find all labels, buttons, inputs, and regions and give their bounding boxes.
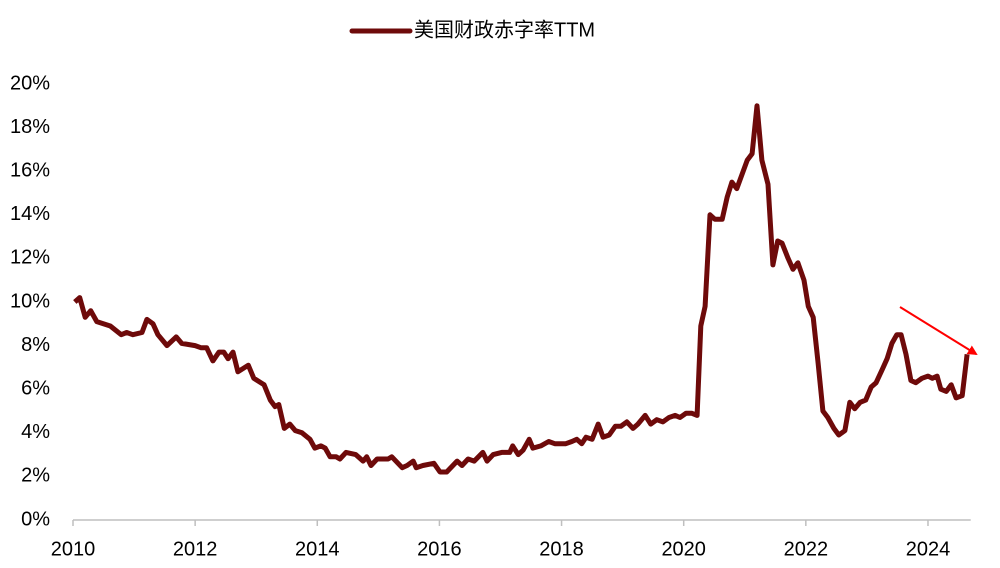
x-tick-label: 2018 [539, 538, 584, 560]
x-tick-label: 2020 [661, 538, 706, 560]
legend-label: 美国财政赤字率TTM [414, 18, 595, 41]
y-tick-label: 6% [21, 377, 50, 399]
y-tick-label: 8% [21, 334, 50, 356]
y-tick-label: 14% [10, 203, 50, 225]
x-tick-label: 2010 [51, 538, 96, 560]
y-tick-label: 12% [10, 247, 50, 269]
y-tick-label: 18% [10, 116, 50, 138]
y-tick-label: 10% [10, 290, 50, 312]
x-tick-label: 2012 [173, 538, 218, 560]
x-tick-label: 2014 [295, 538, 340, 560]
line-series [73, 103, 970, 475]
y-tick-label: 0% [21, 508, 50, 530]
x-tick-label: 2022 [784, 538, 829, 560]
y-tick-label: 4% [21, 421, 50, 443]
x-tick-label: 2024 [906, 538, 951, 560]
y-tick-label: 20% [10, 72, 50, 94]
y-tick-label: 2% [21, 465, 50, 487]
y-tick-label: 16% [10, 159, 50, 181]
x-tick-label: 2016 [417, 538, 462, 560]
annotation-arrow [899, 306, 978, 356]
